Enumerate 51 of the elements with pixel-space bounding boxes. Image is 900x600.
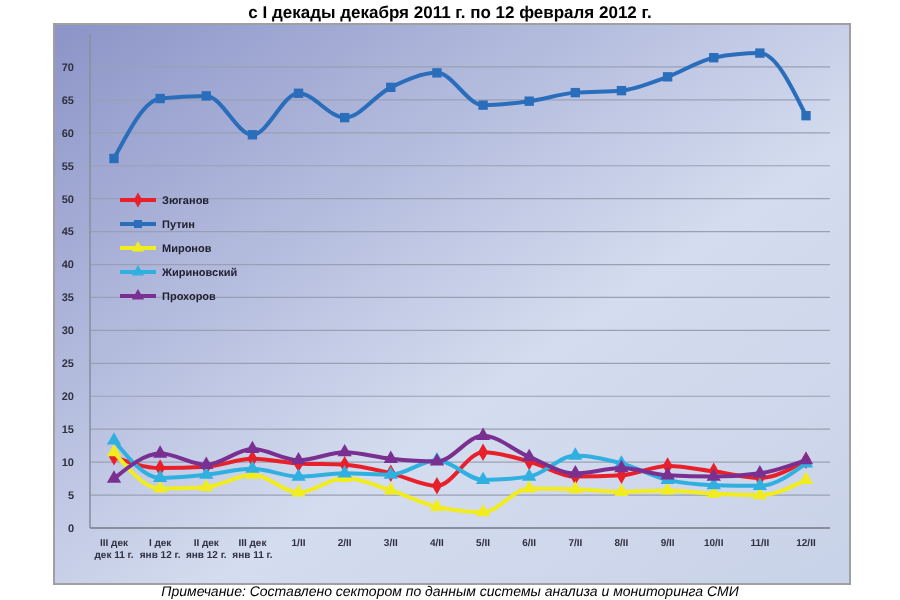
point	[660, 482, 675, 495]
point	[245, 440, 260, 454]
point	[199, 456, 214, 469]
point	[432, 68, 442, 78]
point	[106, 444, 122, 457]
point	[291, 468, 306, 481]
point	[706, 468, 721, 481]
point	[614, 483, 629, 496]
point	[429, 498, 445, 512]
point	[522, 480, 537, 493]
point	[153, 480, 168, 493]
point	[660, 467, 675, 480]
point	[614, 459, 629, 473]
point	[339, 112, 350, 123]
point	[383, 482, 398, 495]
point	[709, 53, 719, 63]
point	[106, 432, 122, 445]
point	[386, 82, 396, 93]
point	[153, 469, 168, 483]
point	[478, 100, 488, 110]
point	[155, 93, 165, 104]
point	[291, 484, 306, 497]
chart-title: с I декады декабря 2011 г. по 12 февраля 2012 г.	[248, 2, 652, 22]
point	[662, 72, 673, 82]
point	[383, 450, 398, 463]
point	[568, 447, 583, 460]
point	[293, 88, 304, 98]
point	[291, 451, 306, 465]
point	[568, 465, 583, 478]
point	[524, 96, 534, 106]
point	[153, 445, 168, 458]
point	[616, 85, 627, 96]
point	[475, 503, 491, 517]
point	[247, 130, 258, 140]
point	[568, 480, 583, 494]
point	[755, 48, 765, 58]
point	[245, 460, 260, 473]
point	[199, 478, 214, 492]
point	[106, 470, 122, 483]
point	[201, 91, 211, 101]
point	[570, 87, 581, 98]
point	[801, 110, 811, 121]
point	[109, 153, 119, 164]
point	[798, 471, 814, 485]
point	[475, 427, 491, 440]
point	[475, 471, 491, 485]
point	[337, 444, 352, 457]
point	[752, 465, 767, 478]
point	[522, 468, 537, 481]
point	[337, 465, 352, 478]
point	[752, 477, 767, 490]
